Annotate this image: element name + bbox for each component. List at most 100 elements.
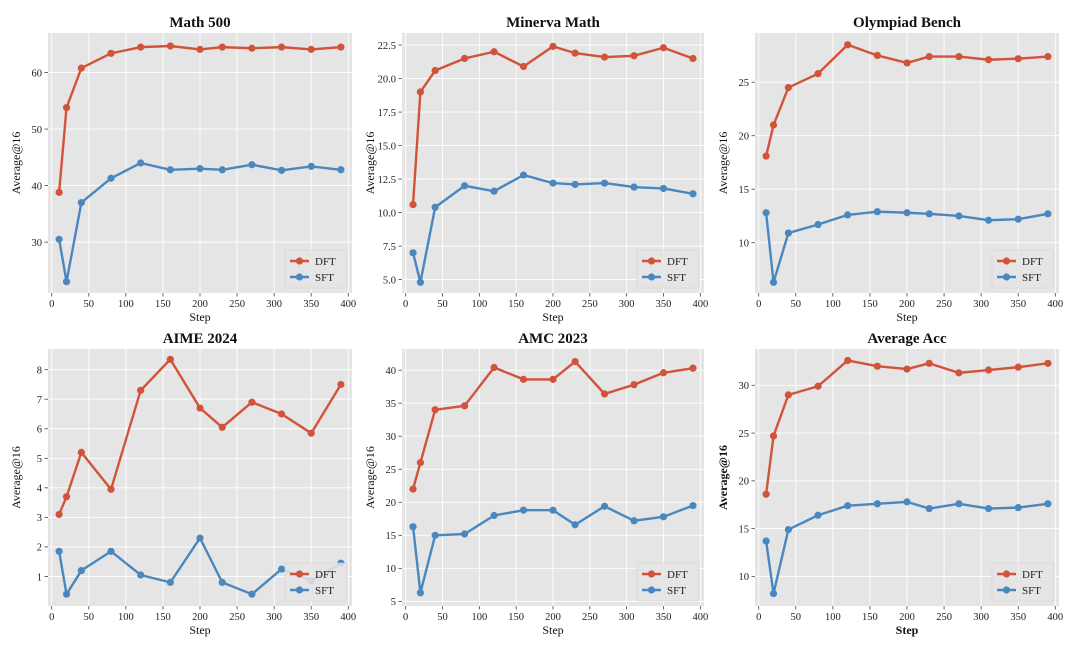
y-tick-label: 12.5: [378, 175, 396, 186]
y-tick-label: 40: [32, 181, 43, 192]
legend-label-dft: DFT: [667, 256, 688, 268]
x-tick-label: 250: [582, 299, 598, 310]
legend-label-sft: SFT: [1022, 585, 1041, 597]
data-point-dft: [218, 43, 226, 51]
data-point-sft: [1014, 503, 1022, 512]
y-tick-label: 20: [739, 132, 750, 143]
data-point-dft: [490, 363, 498, 372]
data-point-dft: [248, 398, 256, 406]
y-axis-label: Average@16: [9, 132, 23, 195]
data-point-sft: [844, 502, 852, 510]
data-point-sft: [137, 571, 145, 579]
x-tick-label: 200: [899, 612, 915, 623]
data-point-sft: [659, 513, 668, 521]
legend: DFT SFT: [991, 562, 1055, 602]
x-tick-label: 150: [862, 299, 878, 310]
legend-marker-dft: [1002, 570, 1011, 578]
data-point-sft: [689, 190, 697, 198]
data-point-sft: [409, 249, 417, 257]
data-point-sft: [55, 235, 63, 243]
data-point-dft: [903, 59, 911, 67]
legend-marker-dft: [647, 570, 656, 578]
x-tick-label: 300: [266, 612, 282, 623]
x-tick-label: 400: [692, 299, 708, 310]
y-tick-label: 5.0: [383, 275, 396, 286]
y-tick-label: 4: [37, 484, 43, 495]
y-tick-label: 3: [37, 513, 42, 524]
legend-label-dft: DFT: [1022, 569, 1043, 581]
data-point-sft: [77, 566, 85, 575]
y-axis-label: Average@16: [716, 132, 730, 195]
data-point-dft: [218, 423, 226, 431]
data-point-sft: [218, 166, 226, 174]
data-point-dft: [307, 429, 315, 437]
chart-panel-5: 0 50 100 150 200 250 300 350 400 5 10 15 20 25 30 35 40 A…: [363, 331, 708, 637]
x-tick-label: 250: [229, 612, 245, 623]
legend-marker-dft: [295, 570, 304, 578]
data-point-dft: [137, 43, 145, 51]
legend-marker-dft: [295, 257, 304, 265]
legend-label-dft: DFT: [667, 569, 688, 581]
x-tick-label: 50: [791, 612, 802, 623]
data-point-sft: [814, 220, 822, 229]
x-tick-label: 400: [340, 612, 356, 623]
x-tick-label: 200: [192, 612, 208, 623]
x-tick-label: 250: [582, 612, 598, 623]
data-point-dft: [984, 366, 993, 374]
data-point-sft: [630, 183, 638, 191]
data-point-sft: [431, 531, 439, 539]
data-point-dft: [844, 41, 852, 49]
x-tick-label: 150: [155, 612, 171, 623]
data-point-dft: [107, 485, 115, 493]
x-tick-label: 100: [118, 612, 134, 623]
y-tick-label: 30: [386, 432, 397, 443]
x-tick-label: 350: [303, 299, 319, 310]
y-tick-label: 20: [386, 498, 397, 509]
data-point-sft: [107, 174, 115, 182]
data-point-dft: [762, 152, 770, 160]
y-axis-label: Average@16: [363, 446, 377, 509]
legend-marker-sft: [1002, 273, 1011, 281]
data-point-dft: [571, 357, 579, 366]
y-tick-label: 30: [739, 381, 750, 392]
x-tick-label: 50: [791, 299, 802, 310]
legend: DFT SFT: [284, 249, 348, 289]
data-point-dft: [844, 356, 852, 365]
x-tick-label: 200: [545, 612, 561, 623]
y-tick-label: 15.0: [378, 141, 396, 152]
x-tick-label: 250: [936, 299, 952, 310]
legend-label-dft: DFT: [315, 569, 336, 581]
data-point-dft: [1044, 52, 1052, 61]
y-tick-label: 2: [37, 543, 42, 554]
data-point-dft: [549, 375, 557, 383]
y-tick-label: 22.5: [378, 41, 396, 52]
data-point-dft: [166, 42, 174, 50]
data-point-sft: [62, 278, 71, 286]
data-point-sft: [762, 209, 770, 217]
x-tick-label: 250: [229, 299, 245, 310]
x-tick-label: 150: [508, 299, 524, 310]
data-point-dft: [659, 44, 668, 52]
data-point-sft: [600, 179, 609, 187]
data-point-sft: [925, 210, 933, 218]
data-point-dft: [873, 51, 881, 60]
legend-label-sft: SFT: [667, 585, 686, 597]
data-point-sft: [409, 523, 417, 531]
data-point-sft: [903, 209, 911, 217]
y-tick-label: 7.5: [383, 242, 396, 253]
x-tick-label: 200: [899, 299, 915, 310]
data-point-sft: [1014, 215, 1022, 223]
y-tick-label: 25: [739, 429, 750, 440]
y-tick-label: 10: [386, 564, 397, 575]
data-point-sft: [107, 547, 115, 555]
x-tick-label: 350: [1010, 299, 1026, 310]
series-line-dft: [411, 45, 695, 206]
data-point-dft: [461, 402, 469, 410]
data-point-dft: [277, 410, 286, 418]
legend: DFT SFT: [636, 562, 700, 602]
data-point-sft: [873, 500, 881, 508]
chart-panel-1: 0 50 100 150 200 250 300 350 400 30 40 50 60 Math 500…: [9, 15, 356, 324]
y-tick-label: 6: [37, 425, 42, 436]
y-tick-label: 25: [386, 465, 397, 476]
data-point-sft: [77, 198, 85, 207]
